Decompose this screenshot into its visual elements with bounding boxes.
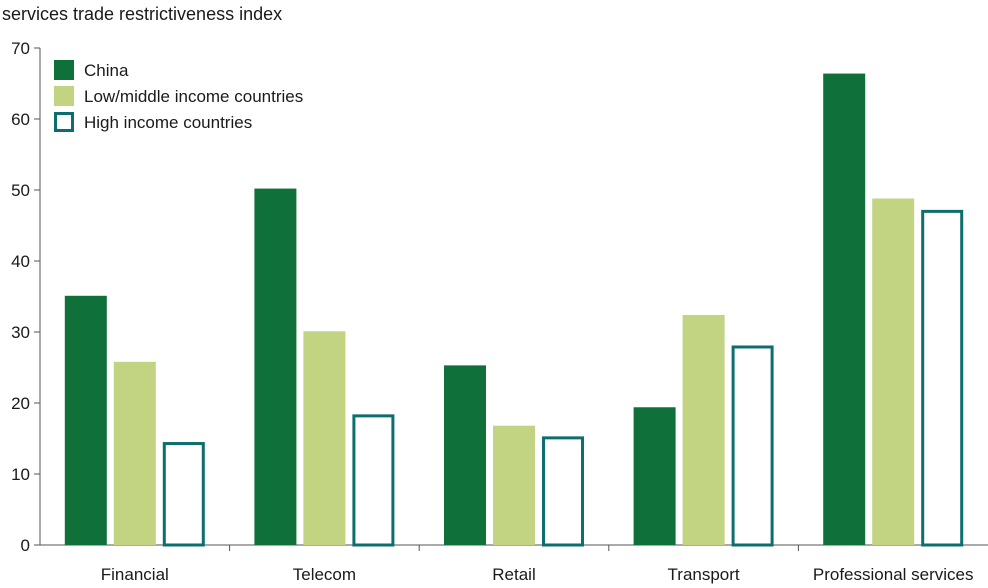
legend-swatch xyxy=(54,112,74,132)
bar xyxy=(823,73,866,545)
bar xyxy=(731,345,774,547)
y-tick-label: 40 xyxy=(11,252,30,271)
bar xyxy=(64,295,107,545)
bars-group xyxy=(64,73,964,547)
bar xyxy=(254,188,297,545)
y-tick-label: 50 xyxy=(11,181,30,200)
legend-swatch xyxy=(54,86,74,106)
x-category-label: Telecom xyxy=(293,565,356,584)
bar xyxy=(444,365,486,545)
y-tick-label: 30 xyxy=(11,323,30,342)
bar xyxy=(493,425,535,545)
x-category-label: Retail xyxy=(492,565,535,584)
bar xyxy=(542,436,584,547)
x-category-label: Professional services xyxy=(813,565,974,584)
y-tick-label: 60 xyxy=(11,110,30,129)
bar xyxy=(872,198,915,545)
legend-swatch xyxy=(54,60,74,80)
bar xyxy=(682,314,725,545)
legend-label: Low/middle income countries xyxy=(84,87,303,106)
x-category-label: Transport xyxy=(668,565,740,584)
bar xyxy=(303,331,346,545)
y-tick-label: 70 xyxy=(11,39,30,58)
bar xyxy=(633,407,676,545)
bar xyxy=(113,361,156,545)
legend-label: High income countries xyxy=(84,113,252,132)
x-category-label: Financial xyxy=(101,565,169,584)
axes-group: 0 10 20 30 40 50 60 70 Financial Telecom Retail Tra… xyxy=(11,39,988,584)
y-tick-label: 20 xyxy=(11,394,30,413)
bar xyxy=(352,414,395,547)
y-tick-label: 0 xyxy=(21,536,30,555)
legend-label: China xyxy=(84,61,129,80)
legend: China Low/middle income countries High inc… xyxy=(54,60,303,132)
bar xyxy=(921,209,964,547)
bar xyxy=(162,442,205,547)
y-axis-title: services trade restrictiveness index xyxy=(2,4,282,24)
y-tick-label: 10 xyxy=(11,465,30,484)
